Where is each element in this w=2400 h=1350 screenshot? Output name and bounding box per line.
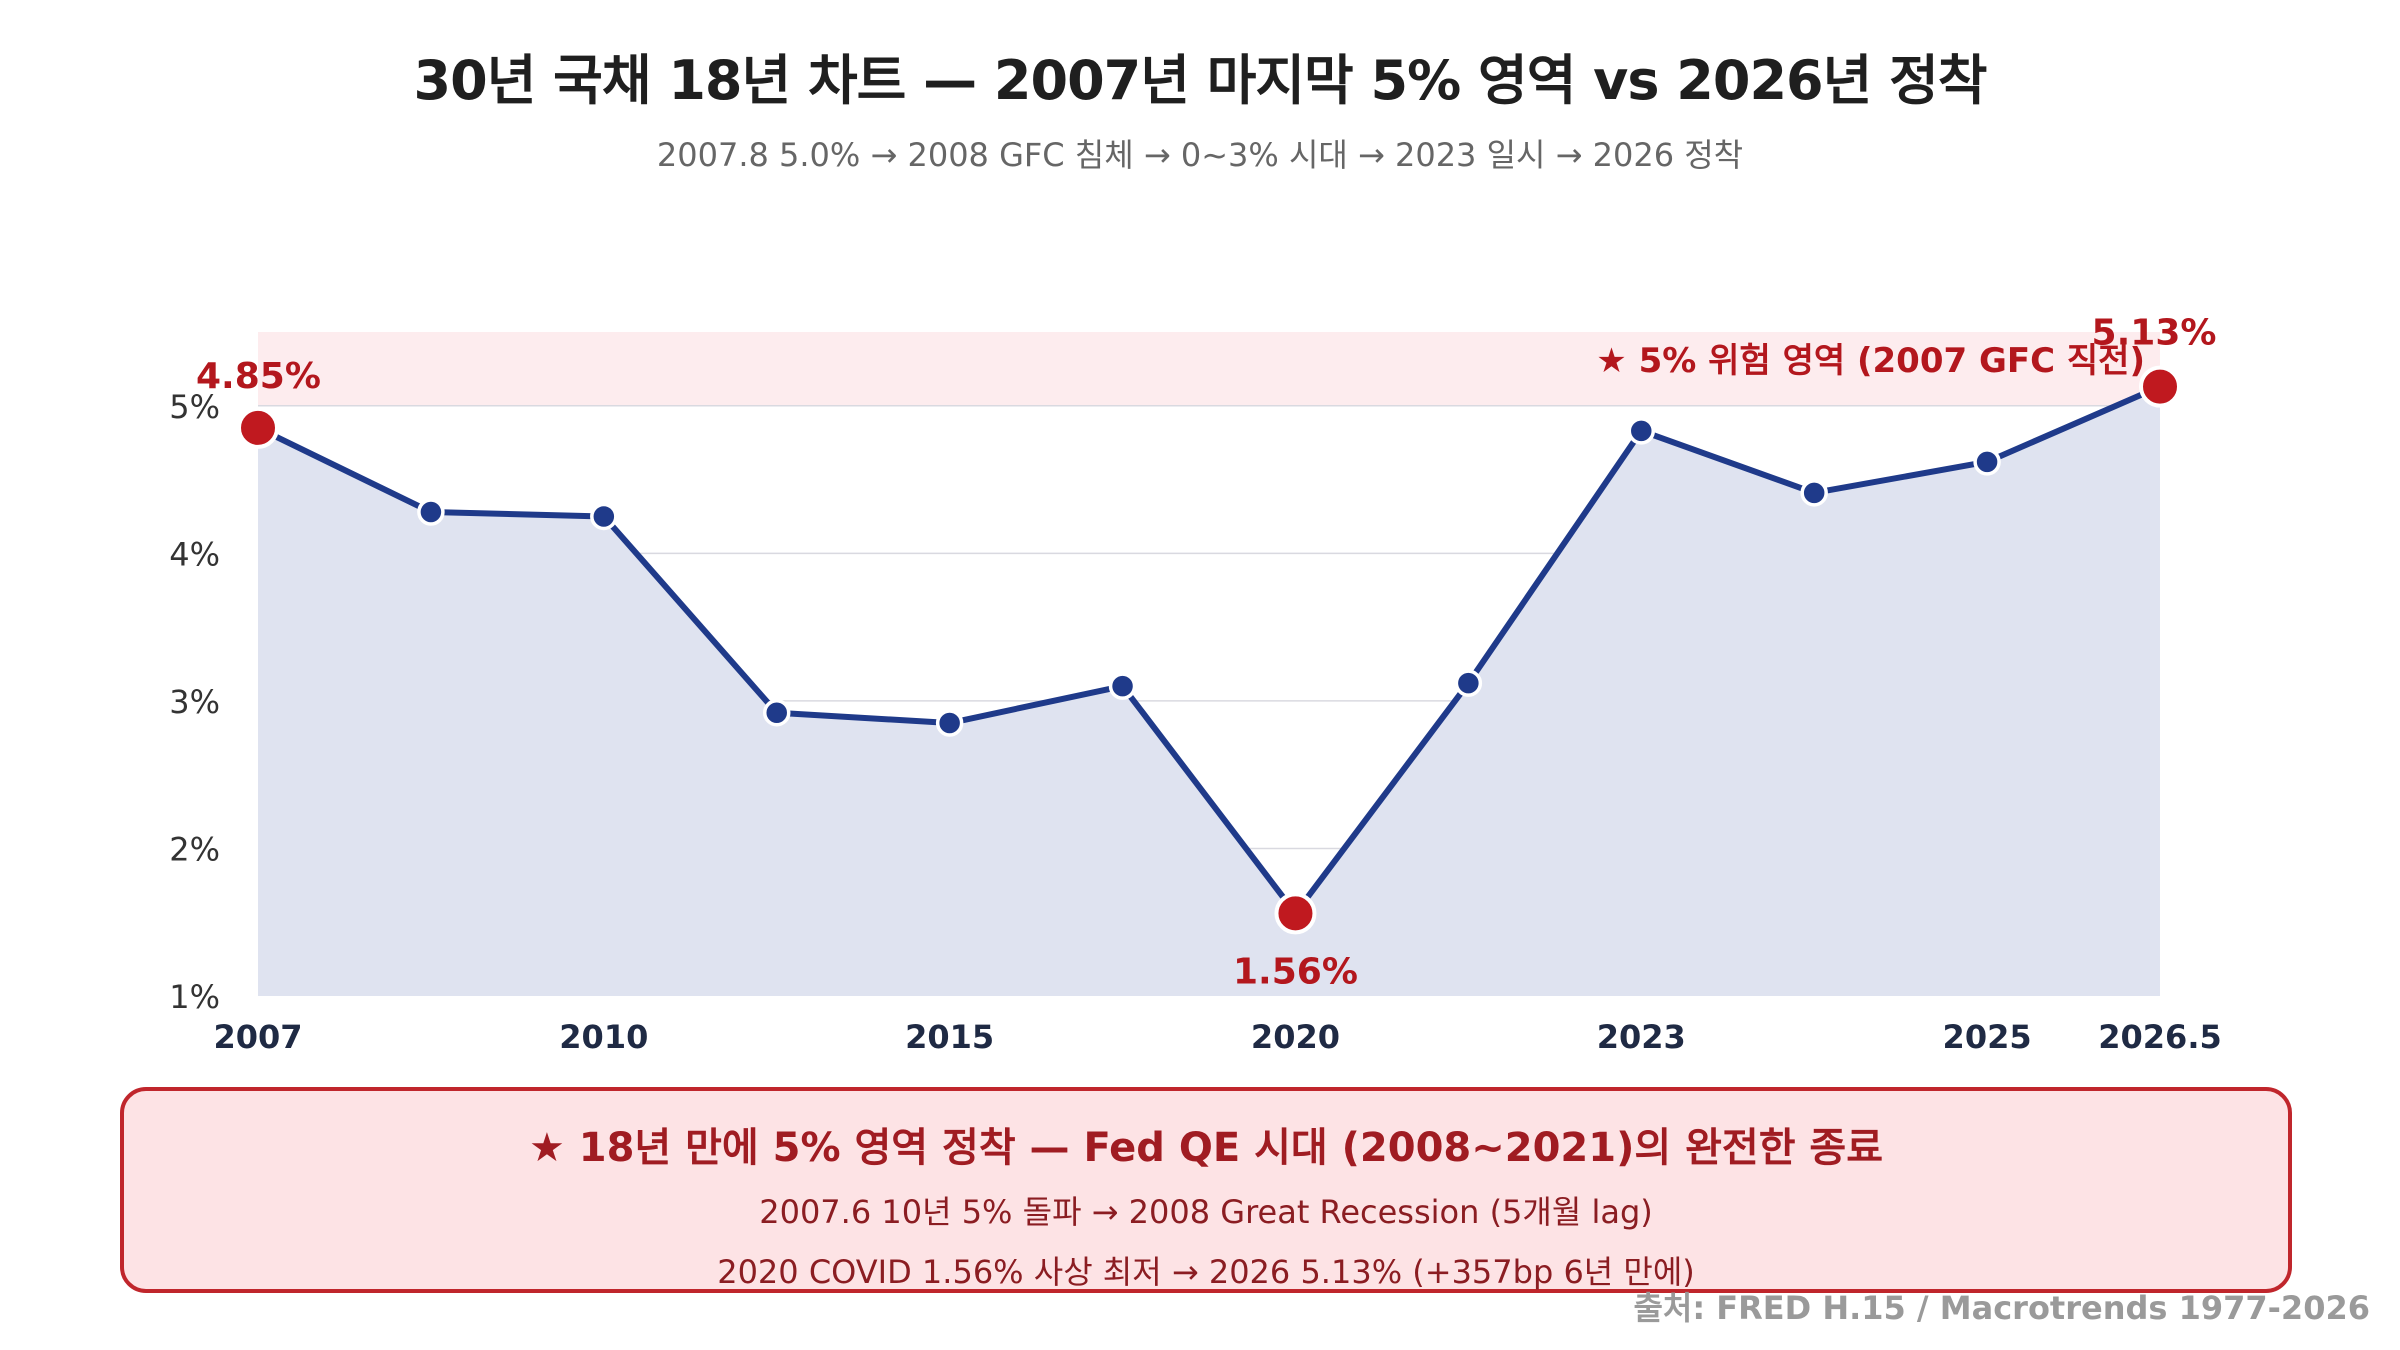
danger-zone-label: ★ 5% 위험 영역 (2007 GFC 직전)	[1596, 341, 2145, 381]
series-line	[255, 383, 2163, 917]
highlight-point	[237, 406, 279, 449]
data-label: 1.56%	[1233, 951, 1358, 992]
data-point	[590, 502, 618, 531]
source-note: 출처: FRED H.15 / Macrotrends 1977-2026	[1633, 1289, 2370, 1327]
data-point	[417, 498, 445, 526]
area-layer	[258, 386, 2160, 996]
series-area	[258, 386, 2160, 996]
line-chart: ★ 5% 위험 영역 (2007 GFC 직전) 4.85% 1.56% 5.13%…	[169, 313, 2222, 1056]
x-tick-label: 2026.5	[2098, 1018, 2221, 1056]
x-tick-label: 2025	[1943, 1018, 2032, 1056]
x-tick-label: 2020	[1251, 1018, 1340, 1056]
data-point	[935, 709, 964, 737]
axis-layer: 1% 2% 3% 4% 5% 2007 2010 2015 2020 2023 2025 2026.5	[169, 388, 2222, 1056]
chart-subtitle: 2007.8 5.0% → 2008 GFC 침체 → 0~3% 시대 → 20…	[656, 136, 1744, 174]
highlight-point	[1274, 892, 1317, 935]
summary-line-2: 2020 COVID 1.56% 사상 최저 → 2026 5.13% (+35…	[717, 1253, 1695, 1291]
data-point	[1108, 672, 1137, 700]
y-tick-label: 5%	[169, 388, 220, 426]
chart-title: 30년 국채 18년 차트 — 2007년 마지막 5% 영역 vs 2026년…	[413, 49, 1988, 112]
data-point	[1454, 669, 1483, 697]
label-layer: 4.85% 1.56% 5.13%	[196, 313, 2216, 993]
danger-zone-band	[258, 332, 2160, 406]
data-point	[1627, 417, 1656, 445]
highlight-point	[2139, 365, 2181, 408]
point-layer	[237, 365, 2181, 935]
x-tick-label: 2007	[213, 1018, 302, 1056]
danger-zone-layer: ★ 5% 위험 영역 (2007 GFC 직전)	[258, 332, 2160, 406]
line-layer	[255, 383, 2163, 917]
summary-box: ★ 18년 만에 5% 영역 정착 — Fed QE 시대 (2008~2021…	[120, 1087, 2292, 1293]
data-label: 5.13%	[2092, 313, 2217, 354]
y-tick-label: 2%	[169, 830, 220, 868]
data-point	[1973, 448, 2001, 476]
data-label: 4.85%	[196, 356, 321, 397]
y-tick-label: 3%	[169, 683, 220, 721]
x-tick-label: 2015	[905, 1018, 994, 1056]
data-point	[1800, 479, 1828, 507]
summary-title: ★ 18년 만에 5% 영역 정착 — Fed QE 시대 (2008~2021…	[528, 1125, 1884, 1171]
y-tick-label: 1%	[169, 978, 220, 1016]
x-tick-label: 2010	[559, 1018, 648, 1056]
y-tick-label: 4%	[169, 535, 220, 573]
summary-line-1: 2007.6 10년 5% 돌파 → 2008 Great Recession …	[759, 1193, 1653, 1231]
data-point	[762, 698, 791, 727]
x-tick-label: 2023	[1597, 1018, 1686, 1056]
